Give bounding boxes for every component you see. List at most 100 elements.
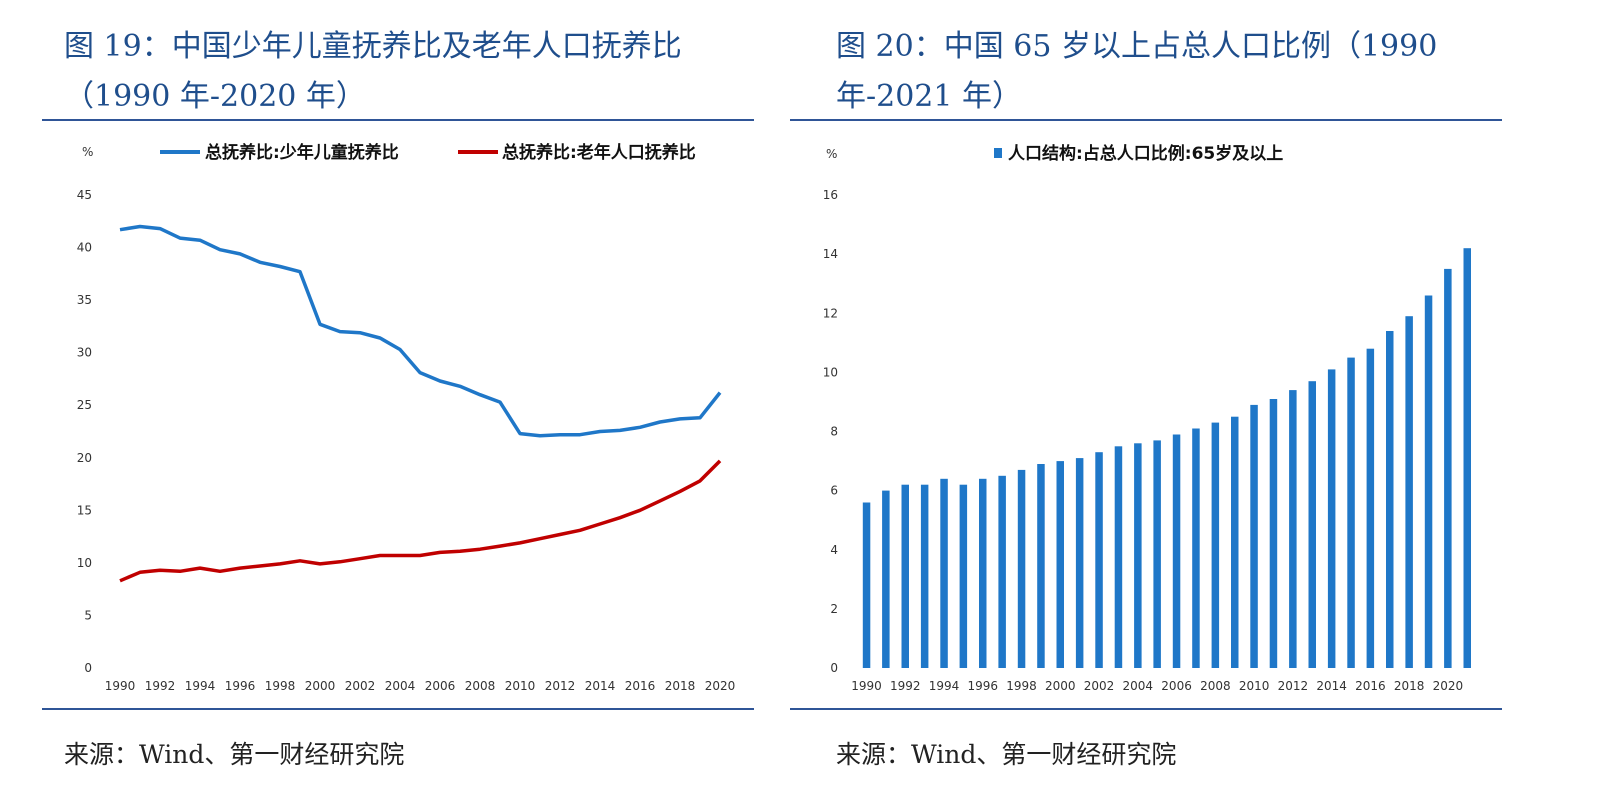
x-tick-label: 2012 [1278,679,1309,693]
y-tick-label: 5 [84,608,92,622]
y-tick-label: 14 [823,247,838,261]
bar [1405,316,1413,668]
x-tick-label: 2020 [705,679,736,693]
legend-label: 人口结构:占总人口比例:65岁及以上 [1008,143,1283,164]
right-figure-title: 图 20：中国 65 岁以上占总人口比例（1990 年-2021 年） [836,29,1438,114]
left-chart: % 总抚养比:少年儿童抚养比 总抚养比:老年人口抚养比 0 5 10 15 20 25 30 3… [77,142,736,693]
right-figure-panel: 图 20：中国 65 岁以上占总人口比例（1990 年-2021 年） % 人口… [790,0,1597,803]
bar [1114,446,1123,668]
x-tick-label: 1992 [890,679,921,693]
bar [1153,440,1161,668]
x-tick-label: 1994 [929,679,960,693]
bar [959,484,968,668]
series-line [119,459,722,583]
left-top-rule [42,119,754,121]
bar [1444,268,1452,668]
bar [1037,464,1045,668]
x-tick-label: 1992 [145,679,176,693]
bar [920,484,929,668]
x-tick-label: 2014 [585,679,616,693]
x-tick-label: 2010 [1239,679,1270,693]
x-tick-label: 2004 [385,679,416,693]
y-tick-label: 2 [830,602,838,616]
x-tick-label: 2006 [425,679,456,693]
x-tick-label: 2002 [345,679,376,693]
x-tick-label: 1996 [968,679,999,693]
y-tick-label: 12 [823,306,838,320]
right-y-unit: % [826,147,837,161]
bar [1289,390,1297,668]
x-tick-label: 1996 [225,679,256,693]
bar [1463,248,1471,668]
legend-swatch [994,148,1002,158]
x-tick-label: 2016 [1355,679,1386,693]
y-tick-label: 10 [77,556,92,570]
y-tick-label: 15 [77,503,92,517]
x-tick-label: 1990 [105,679,136,693]
bar [1017,469,1026,668]
series-line [119,224,722,438]
left-bottom-rule [42,708,754,710]
bar [940,478,948,668]
y-tick-label: 45 [77,188,92,202]
y-tick-label: 4 [830,543,838,557]
left-y-unit: % [82,145,93,159]
left-figure-title: 图 19：中国少年儿童抚养比及老年人口抚养比（1990 年-2020 年） [64,29,682,114]
y-tick-label: 0 [830,661,838,675]
bar [998,475,1006,668]
legend-label: 总抚养比:少年儿童抚养比 [205,142,399,163]
bar [1250,404,1258,668]
bar [901,484,909,668]
legend-label: 总抚养比:老年人口抚养比 [502,142,696,163]
x-tick-label: 2020 [1433,679,1464,693]
y-tick-label: 30 [77,346,92,360]
y-tick-label: 40 [77,241,92,255]
x-tick-label: 2018 [665,679,696,693]
y-tick-label: 10 [823,365,838,379]
y-tick-label: 0 [84,661,92,675]
left-figure-panel: 图 19：中国少年儿童抚养比及老年人口抚养比（1990 年-2020 年） % … [0,0,790,803]
bar [862,502,871,668]
bar [1308,381,1316,668]
x-tick-label: 2008 [465,679,496,693]
bar [1095,452,1103,668]
x-tick-label: 2000 [305,679,336,693]
y-tick-label: 8 [830,425,838,439]
bar [882,490,890,668]
y-tick-label: 25 [77,398,92,412]
x-tick-label: 2000 [1045,679,1076,693]
x-tick-label: 2014 [1316,679,1347,693]
x-tick-label: 2008 [1200,679,1231,693]
left-source-note: 来源：Wind、第一财经研究院 [64,740,405,769]
bar [1347,357,1355,668]
bar [1134,443,1142,668]
right-top-rule [790,119,1502,121]
x-tick-label: 2002 [1084,679,1115,693]
x-tick-label: 2004 [1123,679,1154,693]
x-tick-label: 2010 [505,679,536,693]
bar [1075,458,1084,668]
x-tick-label: 2016 [625,679,656,693]
bar [1424,295,1433,668]
y-tick-label: 6 [830,484,838,498]
bar [1172,434,1181,668]
y-tick-label: 35 [77,293,92,307]
y-tick-label: 16 [823,188,838,202]
bar [979,478,987,668]
x-tick-label: 2018 [1394,679,1425,693]
bar [1327,369,1336,668]
x-tick-label: 1998 [1006,679,1037,693]
y-tick-label: 20 [77,451,92,465]
right-bottom-rule [790,708,1502,710]
x-tick-label: 2012 [545,679,576,693]
right-source-note: 来源：Wind、第一财经研究院 [836,740,1177,769]
right-chart: % 人口结构:占总人口比例:65岁及以上 0 2 4 6 8 10 12 14 16 1990 1… [823,143,1471,693]
x-tick-label: 1990 [851,679,882,693]
bar [1056,461,1064,668]
bar [1231,416,1239,668]
bar [1386,331,1394,668]
bar [1211,422,1220,668]
bar [1366,348,1375,668]
bar [1192,428,1200,668]
bar [1269,399,1278,668]
